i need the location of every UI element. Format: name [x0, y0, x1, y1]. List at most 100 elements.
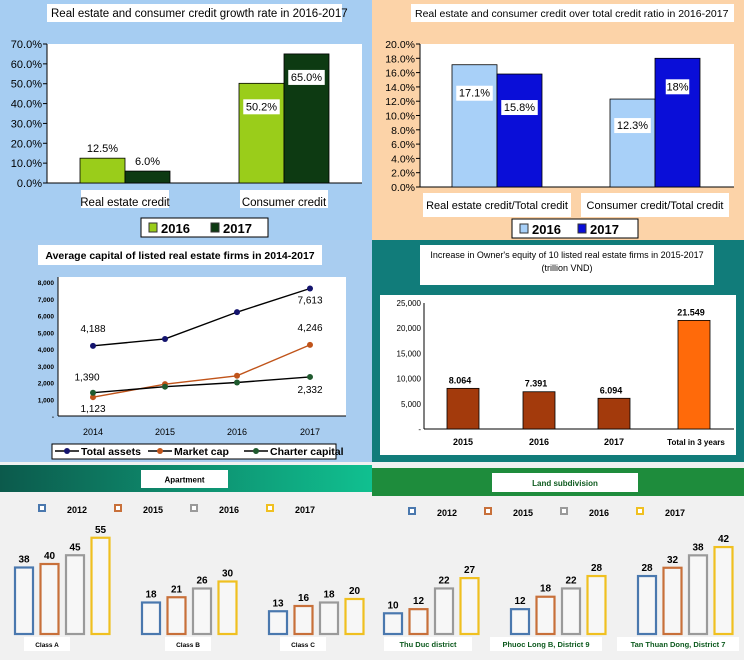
legend — [511, 218, 639, 239]
category-label: Real estate credit — [80, 197, 170, 209]
y-tick-label: 4,000 — [38, 347, 55, 354]
bar-2015 — [535, 595, 556, 636]
credit-growth-chart: Real estate and consumer credit growth r… — [0, 0, 372, 240]
data-label: 8.064 — [449, 375, 472, 385]
average-capital-chart: Average capital of listed real estate fi… — [0, 240, 372, 462]
legend-label: 2012 — [437, 508, 457, 518]
data-label-box — [665, 79, 690, 95]
category-label: 2015 — [453, 437, 473, 447]
bar-2017 — [586, 574, 607, 636]
legend-swatch-2016 — [148, 222, 158, 233]
legend — [51, 443, 337, 460]
point — [234, 379, 240, 386]
category-label: Thu Duc district — [399, 640, 457, 649]
category-label-box — [240, 190, 328, 208]
data-label: 45 — [69, 542, 81, 553]
point — [307, 285, 313, 292]
y-tick-label: 1,000 — [38, 397, 55, 404]
bar — [446, 387, 480, 430]
data-label: 16 — [298, 593, 310, 604]
data-label: 30 — [222, 569, 234, 580]
data-label: 1,390 — [74, 373, 99, 384]
bar — [522, 391, 556, 430]
legend-label: Market cap — [174, 446, 229, 458]
credit-ratio-chart: Real estate and consumer credit over tot… — [372, 0, 744, 240]
y-tick-label: 70.0% — [11, 39, 42, 51]
point — [90, 389, 96, 396]
bar-2017 — [496, 73, 543, 188]
plot-area — [380, 295, 736, 455]
category-label: Consumer credit/Total credit — [587, 200, 724, 212]
data-label: 18% — [666, 81, 688, 93]
category-label-box — [24, 637, 70, 651]
category-label: Class B — [176, 642, 200, 649]
y-tick-label: 25,000 — [397, 299, 422, 308]
data-label-box — [501, 100, 538, 116]
bar-2017 — [90, 536, 111, 636]
bar-2017 — [344, 597, 365, 636]
data-label: 18 — [145, 590, 157, 601]
x-tick-label: 2016 — [227, 427, 247, 437]
data-label: 6.094 — [600, 385, 623, 395]
y-tick-label: 8,000 — [38, 280, 55, 287]
owners-equity-chart: Increase in Owner's equity of 10 listed … — [372, 240, 744, 462]
legend-swatch-2016 — [519, 223, 529, 234]
title-box — [420, 245, 714, 285]
data-label: 50.2% — [246, 101, 277, 113]
bar-2016 — [687, 554, 709, 636]
bar-2015 — [293, 604, 314, 636]
y-tick-label: 10,000 — [397, 375, 422, 384]
bar-2017 — [124, 170, 171, 184]
data-label: 27 — [464, 565, 476, 576]
category-label-box — [165, 637, 211, 651]
legend-swatch-2016 — [560, 507, 568, 515]
legend-label: 2017 — [590, 222, 619, 237]
data-label: 28 — [641, 563, 653, 574]
legend-swatch-2017 — [210, 222, 220, 233]
category-label: Tan Thuan Dong, District 7 — [631, 640, 726, 649]
y-tick-label: 14.0% — [385, 82, 415, 94]
x-tick-label: 2015 — [155, 427, 175, 437]
category-label-box — [661, 435, 731, 449]
point — [307, 373, 313, 380]
bar-2016 — [318, 601, 340, 636]
bar-2012 — [509, 608, 531, 636]
bar-2012 — [382, 612, 404, 636]
data-label: 42 — [718, 534, 730, 545]
bar-2012 — [140, 601, 162, 636]
point — [162, 335, 168, 342]
line-market-cap — [92, 344, 311, 398]
y-tick-label: - — [418, 425, 421, 434]
category-label-box — [81, 190, 169, 208]
legend-label: 2016 — [532, 222, 561, 237]
y-tick-label: 5,000 — [38, 330, 55, 337]
title-box — [411, 4, 734, 22]
y-tick-label: 20.0% — [385, 39, 415, 51]
data-label-box — [288, 69, 325, 85]
y-tick-label: 0.0% — [391, 182, 415, 194]
bar-2015 — [39, 562, 60, 636]
legend-label: 2012 — [67, 505, 87, 515]
line-charter-capital — [92, 376, 311, 394]
data-label-box — [243, 99, 280, 115]
chart-title: Apartment — [164, 476, 204, 485]
bar-2017 — [459, 577, 480, 636]
chart-title: Real estate and consumer credit over tot… — [415, 8, 729, 20]
bar-2012 — [13, 566, 35, 636]
legend-marker — [157, 448, 163, 454]
legend-label: 2016 — [219, 505, 239, 515]
bar-2015 — [408, 608, 429, 636]
point — [90, 394, 96, 401]
legend-swatch-2012 — [408, 507, 416, 515]
y-tick-label: 20.0% — [11, 138, 42, 150]
bar-2015 — [662, 566, 683, 636]
bar — [597, 397, 631, 430]
y-tick-label: 6,000 — [38, 314, 55, 321]
chart-title: Land subdivision — [532, 479, 598, 488]
bar-2016 — [451, 64, 498, 188]
y-tick-label: 12.0% — [385, 96, 415, 108]
y-tick-label: 16.0% — [385, 68, 415, 80]
data-label: 21 — [171, 584, 183, 595]
y-tick-label: 2.0% — [391, 168, 415, 180]
bar-2017 — [654, 57, 701, 188]
